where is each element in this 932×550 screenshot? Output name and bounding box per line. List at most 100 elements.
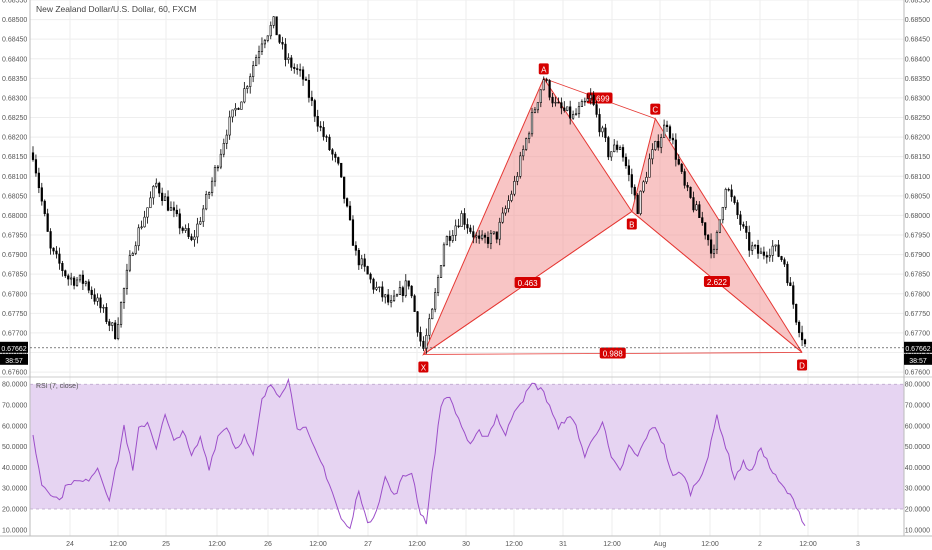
rsi-tick-left: 20.0000 [2,506,27,513]
candle-body [569,106,572,119]
time-tick: 12:00 [309,541,327,548]
pattern-point-label: B [629,221,634,230]
candle-body [310,97,313,101]
candle-body [789,282,792,287]
candle-body [636,194,639,215]
countdown-tag [904,353,932,365]
time-tick: 12:00 [208,541,226,548]
price-tick-left: 0.68100 [2,174,27,181]
candle-body [624,156,628,167]
candle-body [254,57,258,66]
candle-body [701,217,704,223]
last-price-tag [904,341,932,353]
candle-body [792,285,795,305]
candle-body [190,236,193,241]
price-tick-left: 0.68050 [2,193,27,200]
price-tick-left: 0.68200 [2,135,27,142]
candle-body [542,79,545,91]
candle-body [419,332,422,342]
candle-body [316,115,319,127]
rsi-tick-right: 50.0000 [905,444,930,451]
candle-body [445,236,448,246]
candle-body [610,151,613,158]
price-tick-right: 0.68350 [905,76,930,83]
price-tick-right: 0.68450 [905,37,930,44]
price-tick-left: 0.67850 [2,272,27,279]
candle-body [37,172,40,189]
candle-body [193,236,196,241]
candle-body [46,213,49,232]
candle-body [639,190,642,215]
candle-body [287,57,290,60]
candle-body [730,189,733,198]
candlesticks [31,16,807,354]
pattern-point-label: D [799,362,805,371]
candle-body [58,253,61,264]
candle-body [724,188,727,208]
price-tick-right: 0.68050 [905,193,930,200]
price-tick-left: 0.67600 [2,370,27,377]
candle-body [410,285,413,297]
candle-body [574,113,578,115]
candle-body [337,157,340,164]
candle-body [777,244,780,257]
candle-body [155,182,158,187]
candle-body [61,263,64,271]
candle-body [378,286,381,288]
candle-body [800,332,804,341]
candle-body [492,231,495,234]
candle-body [595,104,598,115]
candle-body [202,208,205,222]
candle-body [539,89,542,103]
price-tick-left: 0.67800 [2,291,27,298]
candle-body [466,224,469,229]
candle-body [727,188,730,191]
candle-body [75,279,79,286]
ratio-label: 0.988 [603,349,624,358]
candle-body [551,96,554,104]
candle-body [178,213,181,229]
candle-body [390,300,393,303]
candle-body [152,186,155,199]
candle-body [319,125,322,128]
candle-body [507,200,510,209]
candle-body [671,137,675,141]
candle-body [401,287,404,296]
candle-body [545,79,548,81]
candle-body [457,225,460,227]
candle-body [583,100,586,103]
candle-body [169,207,173,211]
pattern-point-bg [626,218,637,230]
candle-body [783,259,786,265]
candle-body [580,101,584,107]
candle-body [140,226,143,229]
candle-body [146,207,149,218]
candle-body [665,124,669,128]
candle-body [436,277,440,293]
price-tick-right: 0.67750 [905,311,930,318]
candle-body [798,321,801,333]
candle-body [439,265,443,278]
candle-body [398,287,402,295]
candle-body [768,255,771,258]
rsi-band [30,384,904,509]
price-tick-right: 0.68500 [905,17,930,24]
price-tick-left: 0.68400 [2,56,27,63]
candle-body [718,219,721,233]
candle-body [621,147,625,158]
candle-body [257,51,261,58]
candle-body [780,256,783,261]
candle-body [654,141,657,150]
candle-body [674,139,677,160]
candle-body [431,308,434,320]
candle-body [269,25,272,37]
candle-body [278,34,281,43]
candle-body [651,149,654,160]
candle-body [99,297,102,309]
candle-body [751,245,754,251]
candle-body [70,277,73,280]
candle-body [293,67,296,69]
rsi-tick-left: 50.0000 [2,444,27,451]
ratio-label: 0.463 [518,279,539,288]
